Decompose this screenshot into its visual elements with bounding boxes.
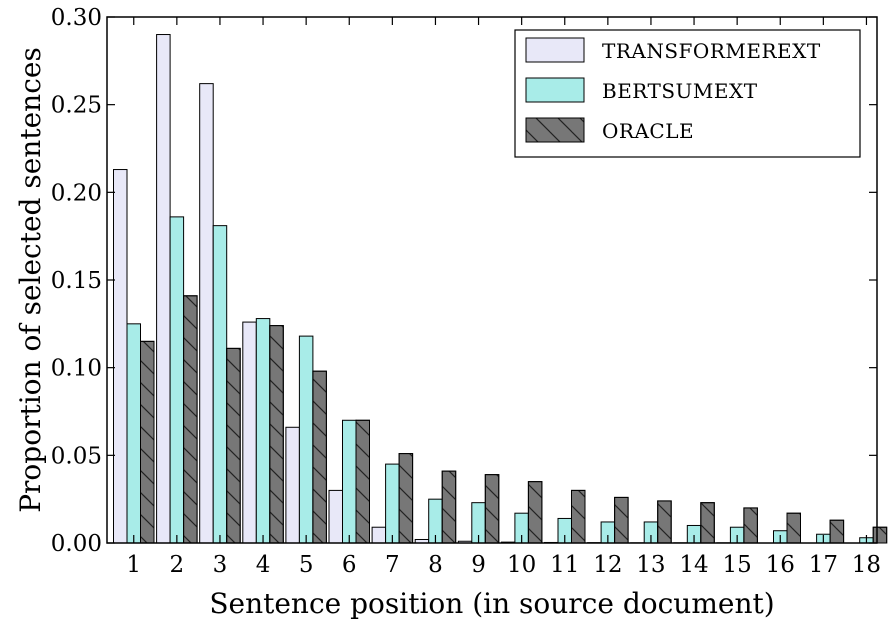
x-tick-label: 6 [342, 552, 357, 578]
y-axis-title: Proportion of selected sentences [14, 47, 47, 513]
bar-bertsumext-6 [342, 419, 357, 544]
x-tick-label: 3 [213, 552, 228, 578]
bar-transformerext-6 [328, 489, 343, 544]
y-tick-label: 0.10 [51, 356, 102, 382]
bar-hatch-oracle-6 [355, 419, 370, 544]
bar-bertsumext-1 [126, 323, 141, 544]
x-tick-label: 16 [766, 552, 795, 578]
bar-transformerext-5 [285, 426, 300, 544]
bar-transformerext-7 [371, 526, 387, 544]
x-tick-label: 17 [809, 552, 838, 578]
bar-hatch-oracle-3 [226, 347, 241, 544]
bar-hatch-oracle-12 [614, 496, 629, 544]
bar-hatch-oracle-1 [140, 340, 155, 544]
axis-ticks: 0.000.050.100.150.200.250.301 2 3 4 5 6 7 8 9 10 1… [51, 5, 881, 578]
bar-hatch-oracle-10 [527, 481, 543, 544]
bar-transformerext-1 [113, 169, 128, 544]
bar-hatch-oracle-7 [398, 453, 414, 544]
y-tick-label: 0.05 [51, 443, 102, 469]
bar-hatch-oracle-4 [269, 325, 284, 544]
bar-hatch-oracle-13 [657, 500, 672, 544]
x-tick-label: 18 [852, 552, 881, 578]
bar-bertsumext-2 [169, 216, 185, 544]
bar-hatch-oracle-11 [571, 489, 586, 544]
x-tick-label: 4 [256, 552, 271, 578]
y-tick-label: 0.15 [51, 268, 102, 294]
legend-swatch-bertsumext [525, 77, 585, 103]
x-axis-title: Sentence position (in source document) [209, 587, 774, 620]
bar-bertsumext-4 [255, 318, 271, 544]
legend-label-bertsumext: BERTSUMEXT [602, 79, 758, 103]
bar-bertsumext-3 [212, 225, 228, 544]
x-tick-label: 14 [679, 552, 708, 578]
bar-hatch-oracle-14 [700, 502, 715, 544]
bar-transformerext-2 [156, 34, 171, 544]
bar-hatch-oracle-5 [312, 370, 327, 544]
bar-hatch-oracle-8 [441, 470, 457, 544]
legend-swatch-oracle-hatch [525, 117, 585, 143]
x-tick-label: 12 [593, 552, 622, 578]
legend-swatch-transformerext [525, 37, 585, 63]
bar-hatch-oracle-2 [183, 295, 198, 544]
x-tick-label: 2 [170, 552, 185, 578]
bar-hatch-oracle-15 [743, 507, 758, 544]
bar-hatch-oracle-16 [786, 512, 801, 544]
x-tick-label: 11 [550, 552, 579, 578]
x-tick-label: 10 [507, 552, 536, 578]
legend: TRANSFORMEREXT BERTSUMEXT ORACLE [514, 29, 861, 158]
y-tick-label: 0.20 [51, 180, 102, 206]
x-tick-label: 15 [723, 552, 752, 578]
x-tick-label: 7 [385, 552, 400, 578]
bars-group [113, 34, 888, 544]
bar-hatch-oracle-17 [829, 519, 845, 544]
bar-transformerext-3 [199, 83, 214, 544]
y-tick-label: 0.25 [51, 93, 102, 119]
x-tick-label: 9 [471, 552, 486, 578]
bar-transformerext-4 [242, 321, 257, 544]
x-tick-label: 13 [636, 552, 665, 578]
x-tick-label: 8 [428, 552, 443, 578]
x-tick-label: 1 [126, 552, 141, 578]
bar-bertsumext-5 [298, 335, 314, 544]
plot-frame [106, 16, 878, 544]
legend-label-oracle: ORACLE [602, 119, 694, 143]
y-tick-label: 0.30 [51, 5, 102, 31]
x-tick-label: 5 [299, 552, 314, 578]
bar-bertsumext-7 [385, 463, 400, 544]
y-tick-label: 0.00 [51, 531, 102, 557]
legend-label-transformerext: TRANSFORMEREXT [602, 39, 821, 63]
bar-hatch-oracle-9 [484, 474, 500, 544]
bar-hatch-oracle-18 [872, 526, 888, 544]
